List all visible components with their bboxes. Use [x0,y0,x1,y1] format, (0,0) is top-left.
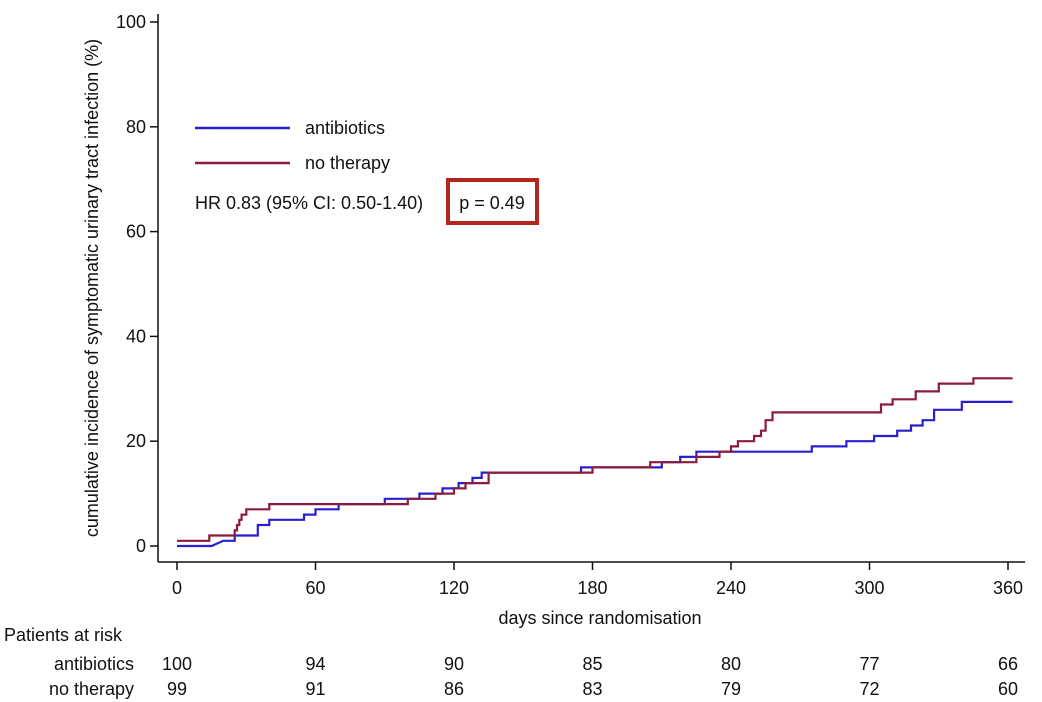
risk-table-cell: 60 [998,679,1018,699]
x-tick-label: 240 [716,578,746,598]
y-tick-label: 40 [126,326,146,346]
risk-table-cell: 86 [444,679,464,699]
legend: antibiotics no therapy [195,118,390,173]
x-tick-label: 0 [172,578,182,598]
x-tick-label: 120 [439,578,469,598]
risk-table-title: Patients at risk [4,625,123,645]
y-tick-label: 60 [126,222,146,242]
legend-label-antibiotics: antibiotics [305,118,385,138]
x-tick-label: 360 [993,578,1023,598]
risk-table-cell: 77 [859,654,879,674]
p-value-highlight-box [446,178,539,225]
hazard-ratio-annotation: HR 0.83 (95% CI: 0.50-1.40) [195,193,423,213]
risk-table-cell: 83 [582,679,602,699]
y-tick-label: 20 [126,431,146,451]
risk-row-label-antibiotics: antibiotics [54,654,134,674]
risk-table-cell: 72 [859,679,879,699]
risk-table-cell: 100 [162,654,192,674]
x-tick-label: 300 [854,578,884,598]
series-layer [177,377,1013,548]
x-axis-title: days since randomisation [498,608,701,628]
y-tick-label: 0 [136,536,146,556]
risk-row-label-no-therapy: no therapy [49,679,134,699]
risk-table-cell: 85 [582,654,602,674]
x-tick-label: 180 [577,578,607,598]
risk-table-cell: 80 [721,654,741,674]
legend-label-no-therapy: no therapy [305,153,390,173]
risk-table-cell: 99 [167,679,187,699]
risk-table-cell: 79 [721,679,741,699]
series-line-no-therapy [177,377,1013,542]
y-axis-ticks: 0 20 40 60 80 100 [116,12,158,556]
y-tick-label: 80 [126,117,146,137]
x-axis-ticks: 0 60 120 180 240 300 360 [172,562,1023,598]
p-value-annotation: p = 0.49 [459,193,525,213]
series-line-antibiotics [177,400,1013,548]
y-tick-label: 100 [116,12,146,32]
risk-table-cell: 90 [444,654,464,674]
x-tick-label: 60 [305,578,325,598]
y-axis-title: cumulative incidence of symptomatic urin… [82,39,102,537]
risk-table-cell: 91 [305,679,325,699]
risk-table-cell: 66 [998,654,1018,674]
risk-table-cell: 94 [305,654,325,674]
risk-table-values: 100 94 90 85 80 77 66 99 91 86 83 79 72 60 [162,654,1018,699]
